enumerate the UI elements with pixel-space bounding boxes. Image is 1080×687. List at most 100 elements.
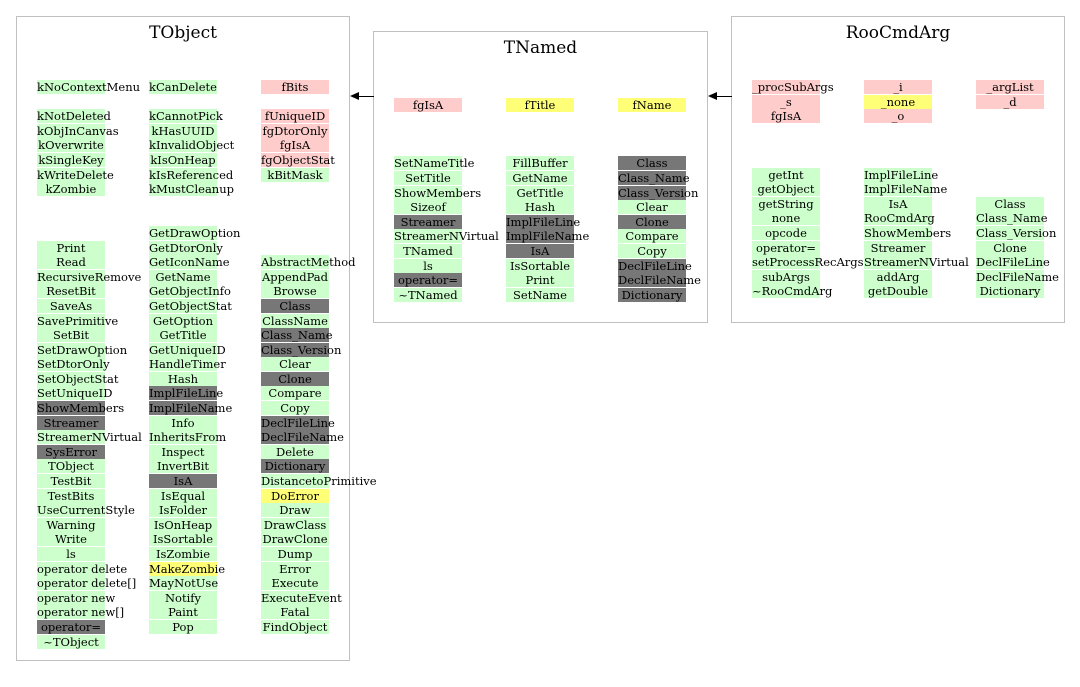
member-cell: fBits [261, 80, 329, 94]
member-cell: Fatal [261, 605, 329, 620]
member-cell: Inspect [149, 444, 217, 459]
member-cell: GetOption [149, 313, 217, 328]
member-cell: IsSortable [149, 532, 217, 547]
member-cell: DoError [261, 488, 329, 503]
member-cell: ExecuteEvent [261, 590, 342, 605]
member-cell: GetTitle [149, 328, 217, 343]
member-cell: kOverwrite [37, 138, 105, 153]
member-spacer [37, 211, 105, 225]
member-spacer [261, 211, 329, 225]
inheritance-arrow-roocmdarg-to-tnamed [708, 92, 732, 100]
member-cell: Write [37, 532, 105, 547]
member-cell: Warning [37, 517, 105, 532]
member-cell: GetIconName [149, 255, 230, 270]
member-column: fgIsA SetNameTitle SetTitle ShowMembers Size… [394, 98, 499, 302]
member-cell: DeclFileName [261, 430, 344, 445]
member-cell: fgDtorOnly [261, 123, 329, 138]
member-cell: ShowMembers [394, 185, 482, 200]
member-column: fTitle FillBuffer GetName GetTitle Hash ImplF… [506, 98, 589, 302]
member-cell: Class_Name [618, 170, 690, 185]
member-cell: Class_Version [261, 342, 342, 357]
member-cell: operator new[] [37, 605, 125, 620]
member-column: _argList _d Class Class_Name Class_Version Cl… [976, 80, 1059, 299]
member-cell: IsA [149, 474, 217, 489]
member-cell: _argList [976, 80, 1044, 94]
member-cell: IsA [506, 243, 574, 258]
member-cell: GetUniqueID [149, 342, 226, 357]
member-cell: DeclFileLine [618, 258, 692, 273]
member-cell: ResetBit [37, 284, 105, 299]
member-spacer [752, 138, 820, 152]
member-cell: IsEqual [149, 488, 217, 503]
member-spacer [394, 127, 462, 141]
member-cell: Dictionary [261, 459, 329, 474]
member-spacer [394, 142, 462, 156]
member-cell: kMustCleanup [149, 182, 234, 197]
member-spacer [976, 168, 1044, 182]
member-cell: HandleTimer [149, 357, 226, 372]
member-cell: fName [618, 98, 686, 112]
member-cell: opcode [752, 225, 820, 240]
member-cell: GetName [149, 269, 217, 284]
member-cell: ShowMembers [37, 401, 125, 416]
member-cell: setProcessRecArgs [752, 255, 864, 270]
member-spacer [261, 241, 329, 255]
member-cell: Print [37, 240, 105, 255]
member-cell: Clear [618, 200, 686, 215]
member-cell: Execute [261, 576, 329, 591]
member-cell: Browse [261, 284, 329, 299]
member-cell: Dictionary [618, 287, 686, 302]
member-spacer [976, 109, 1044, 123]
member-cell: getObject [752, 182, 820, 197]
member-spacer [506, 113, 574, 127]
member-cell: Class_Name [976, 211, 1048, 226]
member-spacer [506, 127, 574, 141]
member-cell: kInvalidObject [149, 138, 235, 153]
member-cell: Error [261, 561, 329, 576]
member-cell: _i [864, 80, 932, 94]
member-cell: addArg [864, 269, 932, 284]
member-cell: GetDrawOption [149, 225, 241, 240]
member-spacer [394, 113, 462, 127]
member-cell: DrawClone [261, 532, 329, 547]
member-cell: GetObjectStat [149, 298, 232, 313]
member-cell: Class_Name [261, 328, 333, 343]
member-column: _i _none _o ImplFileLine ImplFileName IsA RooC… [864, 80, 969, 299]
member-cell: SetDrawOption [37, 342, 128, 357]
member-cell: kBitMask [261, 167, 329, 182]
member-cell: InheritsFrom [149, 430, 227, 445]
member-cell: IsA [864, 196, 932, 211]
member-cell: Clone [261, 371, 329, 386]
member-cell: AppendPad [261, 269, 329, 284]
member-cell: kIsOnHeap [149, 152, 217, 167]
member-spacer [261, 197, 329, 211]
class-title-tnamed: TNamed [503, 38, 578, 58]
member-spacer [864, 124, 932, 138]
member-cell: Pop [149, 619, 217, 634]
member-spacer [976, 138, 1044, 152]
member-column: fName Class Class_Name Class_Version Clear Cl… [618, 98, 701, 302]
member-cell: _s [752, 94, 820, 109]
member-cell: kWriteDelete [37, 167, 114, 182]
member-cell: Copy [618, 243, 686, 258]
member-cell: Hash [506, 200, 574, 215]
member-spacer [37, 226, 105, 240]
member-cell: Clone [618, 214, 686, 229]
member-spacer [149, 211, 217, 225]
member-cell: Read [37, 255, 105, 270]
member-spacer [261, 182, 329, 196]
member-cell: kSingleKey [37, 152, 105, 167]
member-cell: ImplFileLine [864, 167, 939, 182]
member-spacer [752, 124, 820, 138]
member-cell: ~TObject [37, 634, 105, 649]
member-cell: Class [976, 196, 1044, 211]
member-cell: Class [261, 298, 329, 313]
member-cell: Dictionary [976, 284, 1044, 299]
member-cell: kNoContextMenu [37, 80, 141, 94]
member-cell: _d [976, 94, 1044, 109]
member-cell: GetObjectInfo [149, 284, 231, 299]
member-cell: Streamer [394, 214, 462, 229]
member-cell: TestBits [37, 488, 105, 503]
member-column: kNoContextMenu kNotDeleted kObjInCanvas kOv… [37, 80, 142, 649]
member-cell: SysError [37, 444, 105, 459]
